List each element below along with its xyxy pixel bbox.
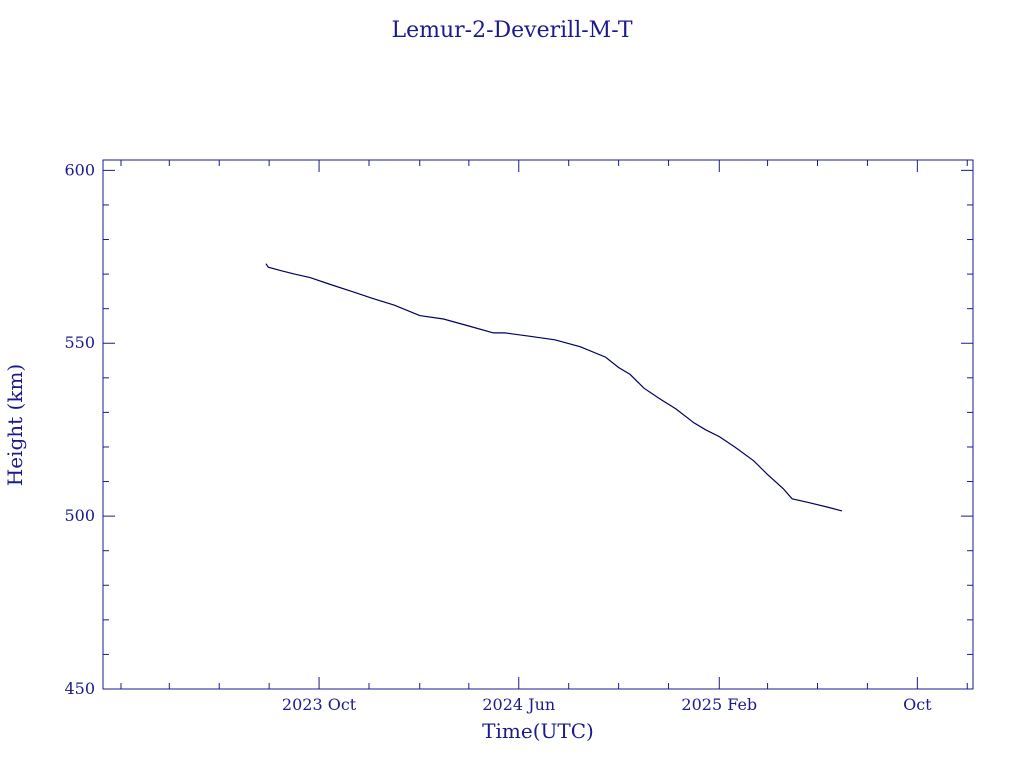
y-tick-label: 550 (64, 333, 95, 352)
chart-title: Lemur-2-Deverill-M-T (391, 18, 632, 43)
plot-frame (102, 159, 974, 690)
x-tick-label: 2024 Jun (482, 695, 555, 714)
y-tick-labels: 450 500 550 600 (64, 160, 95, 698)
x-axis-label: Time(UTC) (482, 719, 594, 743)
x-tick-label: 2025 Feb (681, 695, 757, 714)
axis-ticks (103, 160, 973, 690)
y-tick-label: 500 (64, 506, 95, 525)
y-tick-label: 450 (64, 679, 95, 698)
x-tick-label: Oct (903, 695, 932, 714)
y-axis-label: Height (km) (3, 364, 27, 486)
x-tick-label: 2023 Oct (282, 695, 357, 714)
x-tick-labels: 2023 Oct 2024 Jun 2025 Feb Oct (282, 695, 932, 714)
series-line (265, 263, 843, 512)
y-tick-label: 600 (64, 160, 95, 179)
